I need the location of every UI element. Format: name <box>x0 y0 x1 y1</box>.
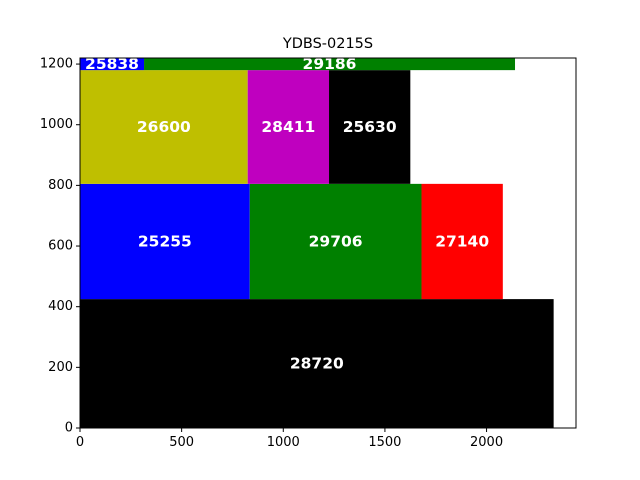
bar-label-26600: 26600 <box>137 118 191 136</box>
bar-rect-27140 <box>421 183 503 300</box>
x-tick-label: 2000 <box>470 435 503 450</box>
bar-label-25838: 25838 <box>85 55 139 73</box>
x-tick-label: 1500 <box>368 435 401 450</box>
bar-rect-28720 <box>80 299 554 428</box>
x-tick-label: 1000 <box>267 435 300 450</box>
bar-labels-group: 28720 25255 29706 27140 26600 28411 25630 25838… <box>85 55 489 372</box>
bar-rect-28411 <box>247 70 330 184</box>
y-tick-label: 800 <box>48 178 73 193</box>
y-tick-label: 600 <box>48 239 73 254</box>
y-tick-label: 1200 <box>40 57 73 72</box>
bar-rect-29186 <box>144 58 516 71</box>
bar-label-28720: 28720 <box>290 355 344 373</box>
bar-label-29706: 29706 <box>309 232 363 250</box>
bar-rect-25630 <box>329 70 411 184</box>
bars-group <box>80 58 554 428</box>
bar-label-25630: 25630 <box>343 118 397 136</box>
y-tick-label: 0 <box>65 421 73 436</box>
bar-label-29186: 29186 <box>303 55 357 73</box>
y-tick-label: 1000 <box>40 117 73 132</box>
x-axis: 0 500 1000 1500 2000 <box>76 428 503 450</box>
y-tick-label: 400 <box>48 299 73 314</box>
bar-rect-25838 <box>80 58 145 71</box>
bar-rect-29706 <box>249 183 422 300</box>
bar-label-25255: 25255 <box>138 232 192 250</box>
chart-title: YDBS-0215S <box>282 36 373 52</box>
bar-label-27140: 27140 <box>435 232 489 250</box>
bar-rect-25255 <box>80 183 250 300</box>
x-tick-label: 500 <box>169 435 194 450</box>
y-axis: 0 200 400 600 800 1000 1200 <box>40 57 80 436</box>
axes-frame <box>79 57 577 429</box>
x-tick-label: 0 <box>76 435 84 450</box>
y-tick-label: 200 <box>48 360 73 375</box>
bar-rect-26600 <box>80 70 248 184</box>
bar-label-28411: 28411 <box>261 118 315 136</box>
